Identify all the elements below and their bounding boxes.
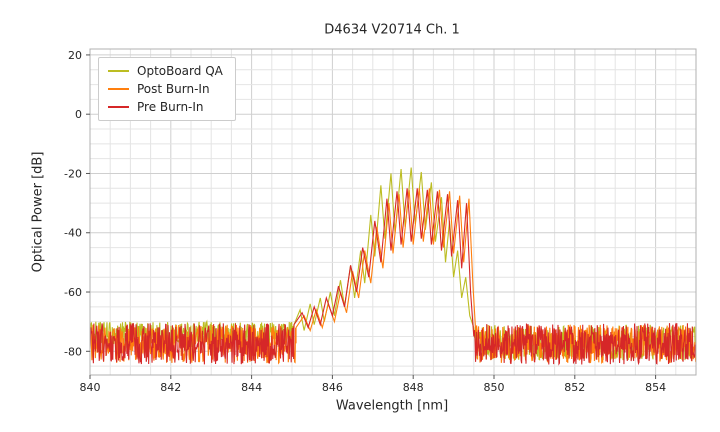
legend-label: Post Burn-In: [137, 82, 210, 96]
legend-swatch: [108, 88, 129, 90]
legend-swatch: [108, 70, 129, 72]
legend: OptoBoard QA Post Burn-In Pre Burn-In: [98, 57, 236, 121]
axes-border: [89, 48, 697, 376]
y-tick-label: -80: [64, 345, 82, 358]
x-tick-label: 848: [403, 381, 424, 394]
series-line-pre-burn-in: [90, 188, 696, 366]
legend-item: Post Burn-In: [108, 82, 223, 96]
x-tick-label: 844: [241, 381, 262, 394]
legend-label: OptoBoard QA: [137, 64, 223, 78]
x-tick-label: 854: [645, 381, 666, 394]
y-tick-label: -20: [64, 167, 82, 180]
x-tick-label: 846: [322, 381, 343, 394]
x-axis-label: Wavelength [nm]: [335, 398, 449, 414]
y-tick-label: 20: [68, 49, 82, 62]
x-tick-label: 840: [80, 381, 101, 394]
legend-swatch: [108, 106, 129, 108]
x-tick-label: 852: [564, 381, 585, 394]
legend-item: Pre Burn-In: [108, 100, 223, 114]
x-tick-label: 850: [484, 381, 505, 394]
x-tick-label: 842: [160, 381, 181, 394]
legend-item: OptoBoard QA: [108, 64, 223, 78]
chart-title: D4634 V20714 Ch. 1: [324, 22, 460, 38]
y-tick-label: -60: [64, 286, 82, 299]
y-tick-label: -40: [64, 227, 82, 240]
y-tick-label: 0: [75, 108, 82, 121]
legend-label: Pre Burn-In: [137, 100, 204, 114]
